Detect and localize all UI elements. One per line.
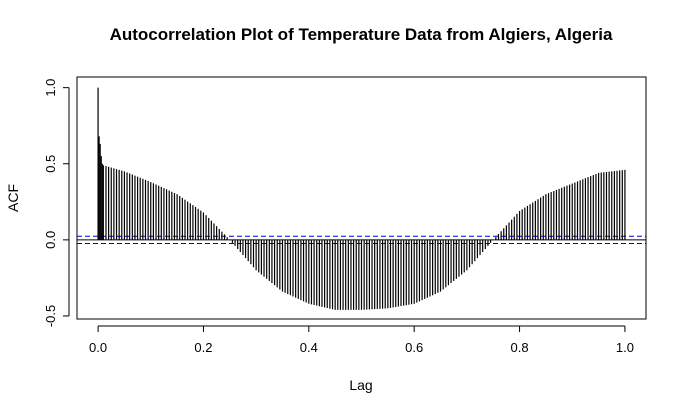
x-tick-label: 0.0	[89, 340, 107, 355]
plot-frame	[76, 76, 647, 320]
x-tick-label: 0.6	[405, 340, 423, 355]
x-tick-label: 0.8	[511, 340, 529, 355]
chart-title: Autocorrelation Plot of Temperature Data…	[110, 25, 613, 44]
x-tick-label: 0.2	[194, 340, 212, 355]
x-axis-label: Lag	[349, 377, 372, 393]
y-tick-label: 1.0	[43, 79, 58, 97]
y-tick-label: 0.0	[43, 231, 58, 249]
y-axis-label: ACF	[5, 184, 21, 212]
y-tick-label: 0.5	[43, 155, 58, 173]
x-tick-label: 0.4	[300, 340, 318, 355]
x-axis: 0.0 0.2 0.4 0.6 0.8 1.0	[89, 325, 634, 355]
y-tick-label: -0.5	[43, 305, 58, 327]
y-axis: -0.5 0.0 0.5 1.0	[43, 79, 70, 327]
acf-bars	[77, 87, 646, 310]
x-tick-label: 1.0	[616, 340, 634, 355]
